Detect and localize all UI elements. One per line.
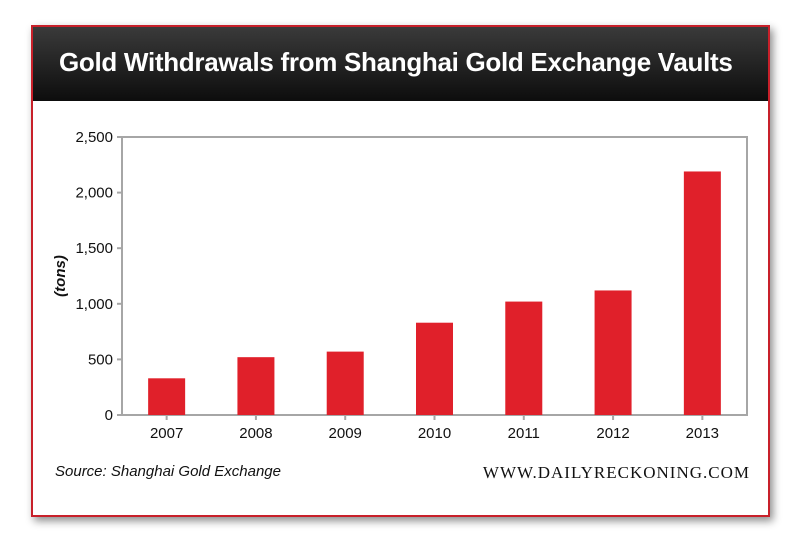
bar-2008 — [237, 357, 275, 415]
bar-2011 — [505, 301, 543, 415]
y-tick-label: 2,500 — [75, 129, 113, 146]
x-tick-label: 2010 — [418, 425, 451, 442]
bar-chart: 0 500 1,000 1,500 2,000 2,500 (tons) 2007 2008 20… — [52, 129, 748, 442]
bar-2012 — [594, 290, 632, 415]
y-tick-label: 1,500 — [75, 240, 113, 257]
x-tick-label: 2009 — [329, 425, 362, 442]
y-axis-label: (tons) — [52, 255, 69, 297]
chart-card: Gold Withdrawals from Shanghai Gold Exch… — [31, 25, 770, 517]
bar-2013 — [683, 171, 721, 415]
y-tick-label: 1,000 — [75, 296, 113, 313]
x-tick-label: 2007 — [150, 425, 183, 442]
title-bar: Gold Withdrawals from Shanghai Gold Exch… — [33, 27, 768, 101]
website-credit: WWW.DAILYRECKONING.COM — [482, 463, 750, 482]
x-tick-label: 2013 — [686, 425, 719, 442]
y-tick-label: 500 — [88, 351, 113, 368]
x-tick-label: 2012 — [596, 425, 629, 442]
x-tick-label: 2011 — [508, 425, 540, 442]
bar-2010 — [416, 322, 453, 415]
source-note: Source: Shanghai Gold Exchange — [55, 463, 281, 480]
y-tick-label: 0 — [105, 407, 113, 424]
bar-2007 — [148, 378, 186, 415]
y-tick-label: 2,000 — [75, 185, 113, 202]
x-tick-label: 2008 — [239, 425, 272, 442]
bar-2009 — [326, 351, 364, 415]
chart-title: Gold Withdrawals from Shanghai Gold Exch… — [59, 47, 733, 77]
